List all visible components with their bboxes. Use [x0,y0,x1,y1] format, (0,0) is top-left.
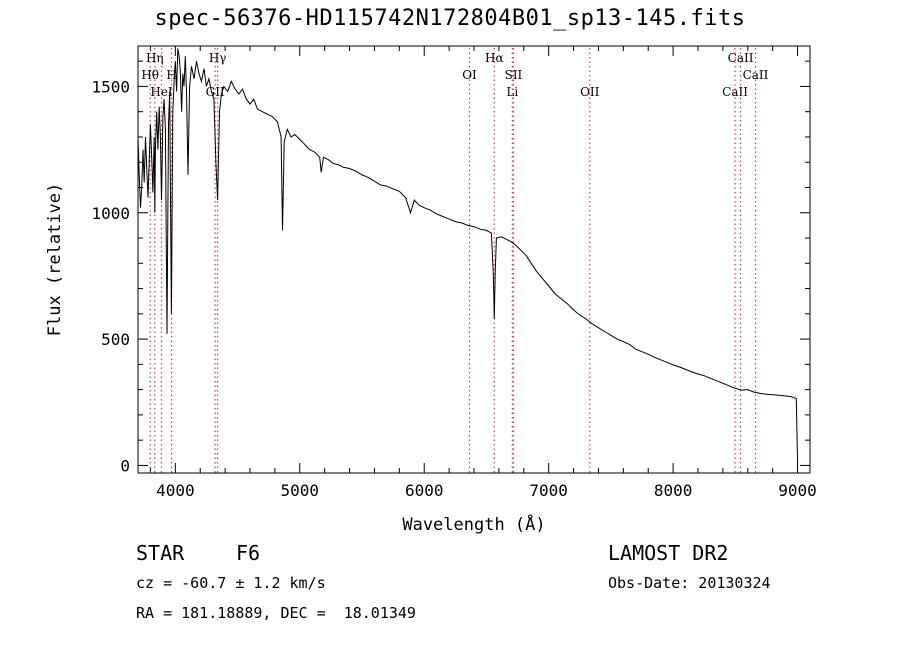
x-tick-label: 7000 [529,481,568,500]
spectral-line-label: CaII [728,51,754,65]
x-tick-label: 5000 [281,481,320,500]
observation-date: Obs-Date: 20130324 [608,574,771,592]
x-tick-label: 4000 [156,481,195,500]
y-tick-label: 1000 [91,204,130,223]
spectral-line-label: OI [462,68,477,82]
spectral-line-label: Li [506,85,518,99]
y-tick-label: 1500 [91,77,130,96]
x-tick-label: 9000 [778,481,817,500]
spectral-line-label: Hθ [141,68,159,82]
y-tick-label: 0 [120,456,130,475]
plot-frame [137,45,811,474]
coordinates: RA = 181.18889, DEC = 18.01349 [136,604,416,622]
object-type: STAR [136,541,185,565]
x-tick-label: 8000 [654,481,693,500]
redshift-velocity: cz = -60.7 ± 1.2 km/s [136,574,326,592]
spectral-line-label: CaII [743,68,769,82]
object-subclass: F6 [236,541,261,565]
spectral-line-label: H [166,68,176,82]
spectral-line-label: HeI [150,85,173,99]
spectral-line-label: CaII [722,85,748,99]
spectral-line-label: SII [505,68,523,82]
spectral-line-label: Hγ [209,51,227,65]
chart-title: spec-56376-HD115742N172804B01_sp13-145.f… [154,6,746,31]
spectral-line-label: Hα [485,51,504,65]
x-axis-label: Wavelength (Å) [402,513,545,535]
y-tick-label: 500 [101,330,130,349]
spectrum-line [137,48,799,466]
x-tick-label: 6000 [405,481,444,500]
spectral-line-label: OII [580,85,600,99]
survey-name: LAMOST DR2 [608,541,729,565]
y-axis-label: Flux (relative) [45,183,65,337]
